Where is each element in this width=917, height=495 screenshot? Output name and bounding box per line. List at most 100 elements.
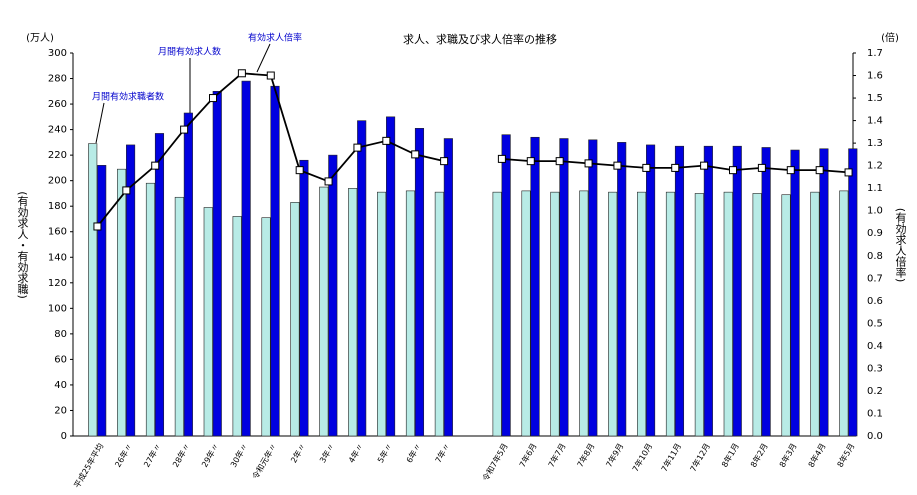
bar	[752, 193, 762, 437]
annotation-leader	[256, 43, 271, 73]
bar	[608, 191, 618, 437]
y-tick-label: 280	[48, 74, 67, 85]
x-tick-label: 3年〃	[317, 441, 336, 464]
ratio-marker	[642, 163, 651, 172]
ratio-marker	[613, 161, 622, 170]
ratio-marker	[757, 163, 766, 172]
bar	[126, 144, 136, 437]
bar	[781, 194, 791, 437]
x-tick-label: 7年7月	[546, 441, 568, 469]
bar	[290, 202, 300, 437]
bar	[174, 196, 184, 437]
bar	[761, 147, 771, 437]
ratio-marker	[526, 157, 535, 166]
bar	[261, 217, 271, 437]
ratio-marker	[180, 125, 189, 134]
ratio-marker	[122, 186, 131, 195]
y-tick-label: 300	[48, 48, 67, 59]
bar	[377, 191, 387, 437]
y-unit: (万人)	[26, 32, 54, 44]
ratio-marker	[555, 157, 564, 166]
ratio-marker	[815, 166, 824, 175]
bar	[145, 182, 156, 437]
y2-axis-title: (有効求人倍率)	[894, 208, 907, 283]
y2-tick-label: 0.4	[867, 341, 883, 352]
y-tick-label: 100	[48, 303, 67, 314]
y2-tick-label: 1.4	[867, 116, 883, 127]
y-tick-label: 220	[48, 150, 67, 161]
x-tick-label: 4年〃	[346, 441, 365, 464]
ratio-marker	[440, 157, 449, 166]
chart-title: 求人、求職及び求人倍率の推移	[403, 32, 557, 46]
y-tick-label: 40	[54, 380, 67, 391]
y2-tick-label: 0.2	[867, 386, 883, 397]
ratio-marker	[93, 222, 102, 231]
bar	[559, 138, 569, 437]
bar	[501, 134, 511, 437]
x-tick-label: 8年5月	[835, 441, 857, 469]
x-tick-label: 7年10月	[630, 441, 654, 473]
bar	[183, 112, 193, 437]
y-tick-label: 20	[54, 405, 67, 416]
bar	[819, 148, 829, 437]
x-tick-label: 7年8月	[575, 441, 597, 469]
ratio-marker	[353, 143, 362, 152]
ratio-marker	[209, 94, 217, 103]
ratio-marker	[151, 161, 160, 170]
y2-tick-label: 1.3	[867, 138, 883, 149]
bar	[492, 191, 502, 437]
y2-tick-label: 0.7	[867, 273, 883, 284]
ratio-marker	[786, 166, 795, 175]
ratio-marker	[729, 166, 737, 175]
ratio-marker	[237, 69, 246, 78]
bar	[637, 191, 647, 437]
bar	[405, 190, 416, 437]
bar	[328, 154, 338, 437]
bar	[550, 191, 560, 437]
y-tick-label: 140	[48, 252, 67, 263]
y-tick-label: 0	[61, 431, 67, 442]
bar	[521, 190, 531, 437]
y-tick-label: 240	[48, 125, 67, 136]
bar	[241, 80, 251, 437]
x-tick-label: 令和元年〃	[250, 441, 279, 481]
ratio-marker	[295, 166, 304, 175]
bar	[790, 149, 800, 437]
x-tick-label: 7年〃	[433, 441, 452, 464]
bar	[732, 145, 742, 437]
bar	[434, 191, 444, 437]
y2-tick-label: 0.1	[867, 408, 883, 419]
bar	[443, 138, 453, 437]
y2-tick-label: 0.5	[867, 318, 883, 329]
bar	[617, 142, 627, 437]
bar	[848, 148, 858, 437]
bar	[839, 190, 849, 437]
x-tick-label: 30年〃	[228, 441, 250, 469]
ratio-marker	[382, 136, 391, 145]
y-tick-label: 80	[54, 329, 67, 340]
y2-tick-label: 0.6	[867, 296, 883, 307]
y-axis-title: (有効求人・有効求職)	[16, 191, 29, 299]
y-tick-label: 200	[48, 176, 67, 187]
bar	[88, 143, 98, 437]
y-tick-label: 260	[48, 99, 67, 110]
bar	[694, 193, 704, 437]
x-tick-label: 8年3月	[777, 441, 799, 469]
ratio-marker	[700, 161, 709, 170]
bar	[348, 188, 358, 437]
x-tick-label: 8年4月	[806, 441, 828, 469]
bar	[579, 190, 589, 437]
bar	[203, 207, 213, 437]
bar	[299, 159, 309, 437]
y2-tick-label: 1.6	[867, 71, 883, 82]
y2-tick-label: 1.5	[867, 93, 883, 104]
ratio-marker	[671, 163, 680, 172]
x-tick-label: 6年〃	[404, 441, 423, 464]
y-tick-label: 60	[54, 354, 67, 365]
annotation-leader	[95, 102, 105, 144]
x-tick-label: 27年〃	[141, 441, 163, 469]
annotation: 月間有効求人数	[158, 46, 221, 58]
bar	[588, 139, 598, 437]
x-tick-label: 5年〃	[375, 441, 394, 464]
